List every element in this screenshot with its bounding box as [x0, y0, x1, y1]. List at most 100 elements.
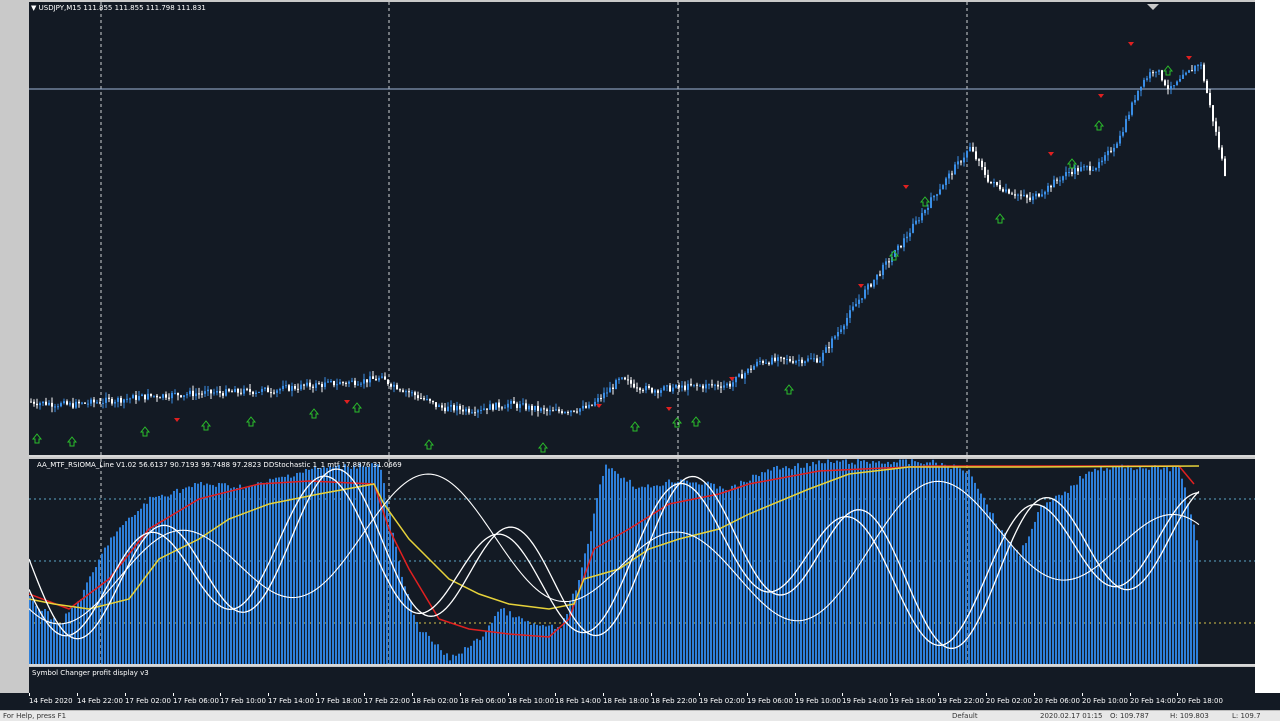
histogram-bar [176, 488, 178, 664]
candle-body [63, 401, 65, 404]
candle-body [378, 377, 380, 381]
buy-arrow-icon [783, 384, 795, 395]
histogram-bar [518, 616, 520, 664]
candle-body [1224, 158, 1226, 177]
histogram-bar [410, 601, 412, 664]
histogram-bar [251, 485, 253, 664]
candle-body [33, 401, 35, 404]
candle-body [360, 383, 362, 385]
candle-body [1197, 65, 1199, 67]
time-axis[interactable]: 14 Feb 2020 14 Feb 22:00 17 Feb 02:00 17 Fe… [0, 693, 1280, 710]
time-tick [986, 693, 987, 696]
candle-body [309, 382, 311, 387]
candle-body [1221, 147, 1223, 159]
histogram-bar [350, 468, 352, 664]
histogram-bar [218, 482, 220, 664]
histogram-bar [398, 561, 400, 664]
histogram-bar [1067, 492, 1069, 664]
candle-body [816, 358, 818, 363]
histogram-bar [1031, 528, 1033, 664]
price-chart-canvas[interactable] [29, 2, 1255, 455]
histogram-bar [695, 482, 697, 664]
candle-body [735, 376, 737, 383]
candle-body [942, 185, 944, 190]
histogram-bar [1166, 467, 1168, 664]
histogram-bar [470, 645, 472, 664]
candle-body [600, 398, 602, 400]
pane-divider[interactable] [29, 455, 1255, 457]
time-label: 18 Feb 22:00 [651, 697, 697, 705]
candle-body [327, 381, 329, 383]
time-label: 20 Feb 10:00 [1082, 697, 1128, 705]
candle-body [129, 398, 131, 400]
candle-body [498, 402, 500, 408]
candle-body [837, 332, 839, 337]
sell-arrow-icon [729, 377, 735, 381]
candle-body [462, 409, 464, 412]
candle-body [846, 317, 848, 326]
candle-body [576, 411, 578, 413]
candle-body [405, 391, 407, 393]
histogram-bar [797, 463, 799, 664]
histogram-bar [455, 655, 457, 664]
histogram-bar [770, 470, 772, 664]
candle-body [1020, 194, 1022, 196]
histogram-bar [182, 489, 184, 664]
chevron-down-icon[interactable]: ▼ [31, 4, 37, 12]
subwindow[interactable]: Symbol Changer profit display v3 [29, 667, 1255, 693]
candle-body [153, 395, 155, 397]
histogram-bar [914, 461, 916, 664]
histogram-bar [803, 467, 805, 664]
indicator-window[interactable]: AA_MTF_RSIOMA_Line V1.02 56.6137 90.7193… [29, 459, 1255, 664]
histogram-bar [698, 484, 700, 664]
candle-body [792, 361, 794, 363]
time-label: 17 Feb 06:00 [173, 697, 219, 705]
time-label: 18 Feb 14:00 [555, 697, 601, 705]
histogram-bar [1157, 467, 1159, 664]
candle-body [894, 250, 896, 257]
candle-body [417, 395, 419, 399]
candle-body [822, 352, 824, 361]
candle-body [597, 398, 599, 402]
candle-body [876, 274, 878, 280]
histogram-bar [578, 580, 580, 664]
histogram-bar [851, 462, 853, 664]
histogram-bar [539, 625, 541, 664]
histogram-bar [527, 620, 529, 664]
candle-body [1155, 71, 1157, 73]
price-chart[interactable]: ▼ USDJPY,M15 111.855 111.855 111.798 111… [29, 2, 1255, 455]
rsioma-ma-line [29, 465, 1200, 610]
candle-body [1200, 64, 1202, 66]
candle-body [564, 412, 566, 414]
candle-body [459, 405, 461, 410]
candle-body [852, 306, 854, 311]
histogram-bar [365, 466, 367, 664]
histogram-bar [779, 469, 781, 664]
histogram-bar [443, 654, 445, 664]
candle-body [507, 403, 509, 408]
histogram-bar [1115, 466, 1117, 664]
histogram-bar [554, 628, 556, 664]
histogram-bar [875, 462, 877, 664]
candle-body [702, 385, 704, 389]
candle-body [1047, 185, 1049, 192]
buy-arrow-icon [308, 408, 320, 419]
candle-body [96, 402, 98, 404]
pane-divider[interactable] [29, 664, 1255, 666]
histogram-bar [644, 487, 646, 664]
candle-body [1191, 70, 1193, 72]
candle-body [639, 388, 641, 391]
time-label: 20 Feb 14:00 [1130, 697, 1176, 705]
subwindow-label: Symbol Changer profit display v3 [32, 669, 149, 677]
candle-body [252, 391, 254, 394]
candle-body [141, 394, 143, 397]
price-scale[interactable] [1255, 0, 1280, 693]
candle-body [690, 383, 692, 386]
histogram-bar [29, 596, 31, 664]
histogram-bar [1004, 532, 1006, 664]
candle-body [324, 382, 326, 387]
histogram-bar [488, 625, 490, 664]
histogram-bar [326, 467, 328, 664]
indicator-canvas[interactable] [29, 459, 1255, 664]
stochastic-signal-line [29, 475, 1200, 647]
